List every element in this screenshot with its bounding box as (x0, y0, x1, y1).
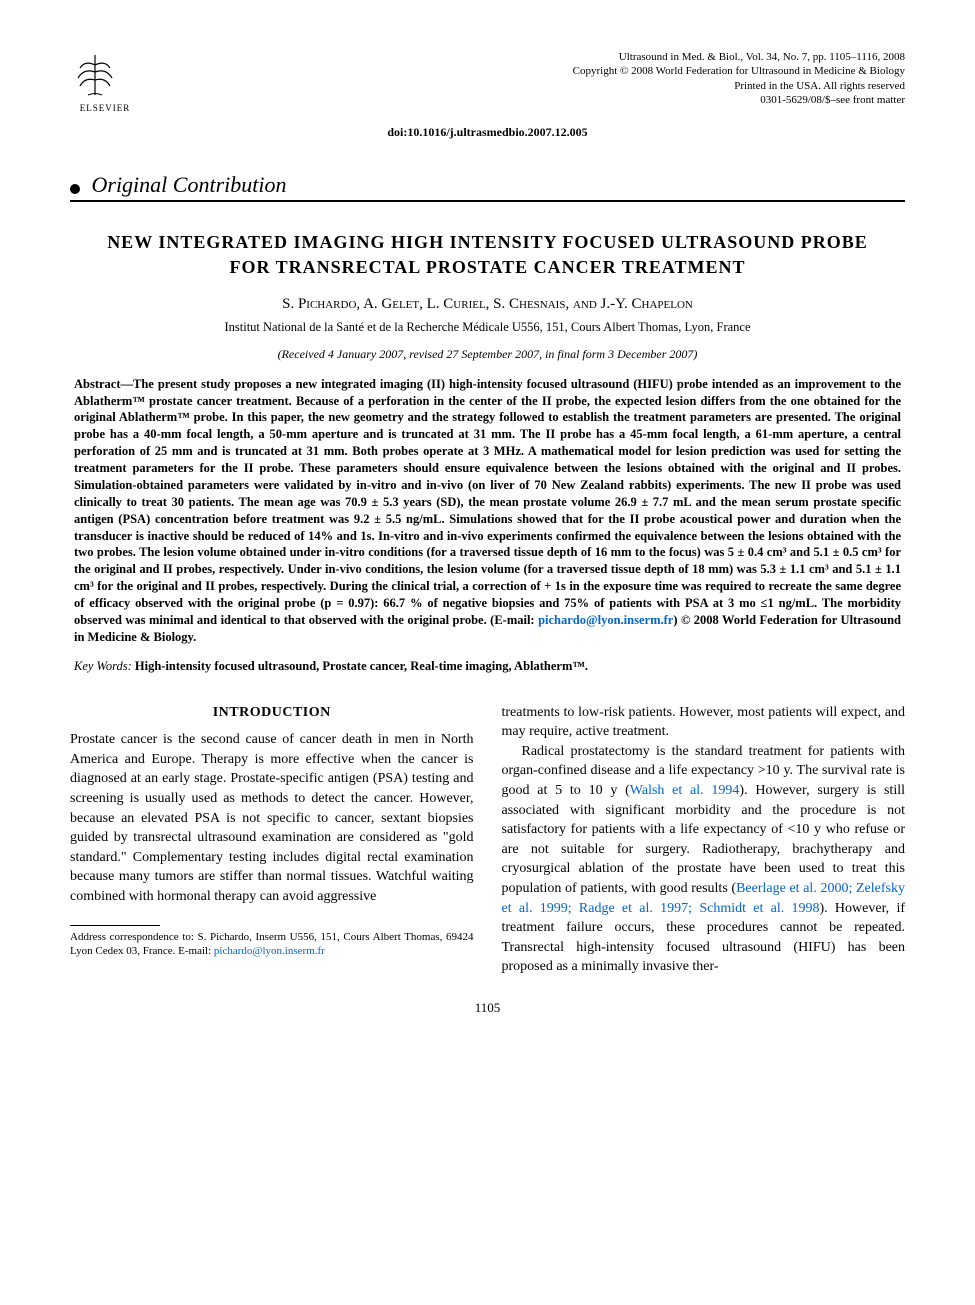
col2-text: ). However, surgery is still associated … (502, 783, 906, 896)
footnote-rule (70, 925, 160, 926)
intro-para: Prostate cancer is the second cause of c… (70, 730, 474, 906)
section-type-row: Original Contribution (70, 170, 905, 200)
doi: doi:10.1016/j.ultrasmedbio.2007.12.005 (70, 124, 905, 140)
correspondence-footnote: Address correspondence to: S. Pichardo, … (70, 930, 474, 959)
dates-text: (Received 4 January 2007, revised 27 Sep… (278, 347, 698, 361)
keywords-text: High-intensity focused ultrasound, Prost… (135, 659, 588, 673)
body-columns: INTRODUCTION Prostate cancer is the seco… (70, 703, 905, 977)
column-left: INTRODUCTION Prostate cancer is the seco… (70, 703, 474, 977)
keywords-label: Key Words: (74, 659, 135, 673)
column-right: treatments to low-risk patients. However… (502, 703, 906, 977)
page-number: 1105 (70, 999, 905, 1017)
section-type: Original Contribution (92, 172, 287, 197)
article-title: NEW INTEGRATED IMAGING HIGH INTENSITY FO… (100, 230, 875, 280)
intro-heading: INTRODUCTION (70, 703, 474, 723)
journal-line: Copyright © 2008 World Federation for Ul… (573, 64, 905, 78)
journal-line: Ultrasound in Med. & Biol., Vol. 34, No.… (573, 50, 905, 64)
col2-para2: Radical prostatectomy is the standard tr… (502, 742, 906, 977)
abstract-prefix: Abstract— (74, 377, 133, 391)
keywords: Key Words: High-intensity focused ultras… (74, 658, 901, 675)
journal-line: Printed in the USA. All rights reserved (573, 79, 905, 93)
affiliation: Institut National de la Santé et de la R… (70, 319, 905, 336)
authors: S. Pichardo, A. Gelet, L. Curiel, S. Che… (70, 294, 905, 314)
abstract-body: The present study proposes a new integra… (74, 377, 901, 627)
publisher-logo-text: ELSEVIER (70, 102, 140, 114)
elsevier-tree-icon (70, 50, 120, 100)
col2-para1: treatments to low-risk patients. However… (502, 703, 906, 742)
publisher-logo: ELSEVIER (70, 50, 140, 114)
citation-link[interactable]: Walsh et al. 1994 (630, 783, 740, 798)
abstract: Abstract—The present study proposes a ne… (74, 376, 901, 646)
header-row: ELSEVIER Ultrasound in Med. & Biol., Vol… (70, 50, 905, 114)
section-rule (70, 200, 905, 202)
journal-line: 0301-5629/08/$–see front matter (573, 93, 905, 107)
article-dates: (Received 4 January 2007, revised 27 Sep… (70, 346, 905, 362)
abstract-email-link[interactable]: pichardo@lyon.inserm.fr (538, 613, 673, 627)
footnote-email-link[interactable]: pichardo@lyon.inserm.fr (214, 945, 325, 957)
journal-info: Ultrasound in Med. & Biol., Vol. 34, No.… (573, 50, 905, 107)
bullet-icon (70, 184, 80, 194)
